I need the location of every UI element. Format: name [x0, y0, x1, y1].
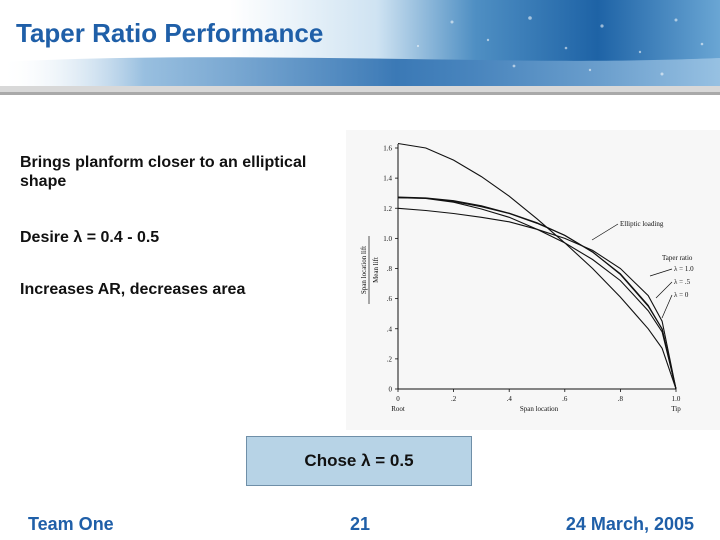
chart-background — [346, 130, 720, 430]
taper-ratio-chart: 0 .2 .4 .6 .8 1.0 1.2 1.4 1.6 0 .2 .4 .6 .8 1.0 Root Tip… — [346, 130, 720, 430]
y-tick-label: 1.0 — [383, 235, 392, 243]
decision-callout: Chose λ = 0.5 — [246, 436, 472, 486]
y-axis-title: Span location lift Mean lift — [360, 236, 380, 304]
series-line — [397, 197, 677, 390]
legend-pointer — [649, 268, 673, 277]
footer-page-number: 21 — [350, 514, 371, 534]
x-tip-label: Tip — [671, 405, 681, 413]
annotation-pointer — [591, 223, 619, 241]
legend-title: Taper ratio — [662, 254, 693, 262]
header-background — [0, 0, 720, 100]
y-tick-label: 1.6 — [383, 145, 392, 153]
y-tick-label: .6 — [387, 295, 393, 303]
bullet-item: Desire λ = 0.4 - 0.5 — [20, 229, 160, 246]
legend-item-3: λ = 0 — [674, 291, 689, 299]
annotation-elliptic: Elliptic loading — [620, 220, 664, 228]
y-tick-label: .2 — [387, 355, 393, 363]
x-axis-title: Span location — [520, 405, 559, 413]
y-tick-label: 1.4 — [383, 175, 392, 183]
series-line — [397, 196, 677, 390]
x-tick-label: 1.0 — [672, 395, 681, 403]
bullet-item: Brings planform closer to an elliptical … — [20, 154, 307, 190]
footer-team: Team One — [28, 514, 114, 534]
footer-date: 24 March, 2005 — [565, 514, 694, 534]
x-tick-label: .2 — [451, 395, 457, 403]
x-tick-label: .4 — [507, 395, 513, 403]
bullet-item: Increases AR, decreases area — [20, 281, 246, 298]
y-tick-label: 0 — [389, 386, 393, 394]
series-line — [397, 207, 677, 390]
y-axis-title-bottom: Mean lift — [372, 257, 380, 283]
y-tick-label: .4 — [387, 325, 393, 333]
series-line — [397, 142, 677, 390]
page-title: Taper Ratio Performance — [16, 18, 324, 48]
legend-pointer — [655, 281, 673, 299]
legend-pointer — [661, 294, 673, 319]
x-tick-label: .6 — [562, 395, 568, 403]
x-tick-label: .8 — [618, 395, 624, 403]
x-root-label: Root — [391, 405, 405, 413]
legend-item-1: λ = 1.0 — [674, 265, 694, 273]
x-tick-label: 0 — [396, 395, 400, 403]
slide-header: Taper Ratio Performance — [0, 0, 720, 100]
y-tick-label: .8 — [387, 265, 393, 273]
chart-svg: 0 .2 .4 .6 .8 1.0 1.2 1.4 1.6 0 .2 .4 .6 .8 1.0 Root Tip… — [346, 130, 720, 430]
legend-item-2: λ = .5 — [674, 278, 691, 286]
y-tick-label: 1.2 — [383, 205, 392, 213]
y-axis-title-top: Span location lift — [360, 246, 368, 294]
